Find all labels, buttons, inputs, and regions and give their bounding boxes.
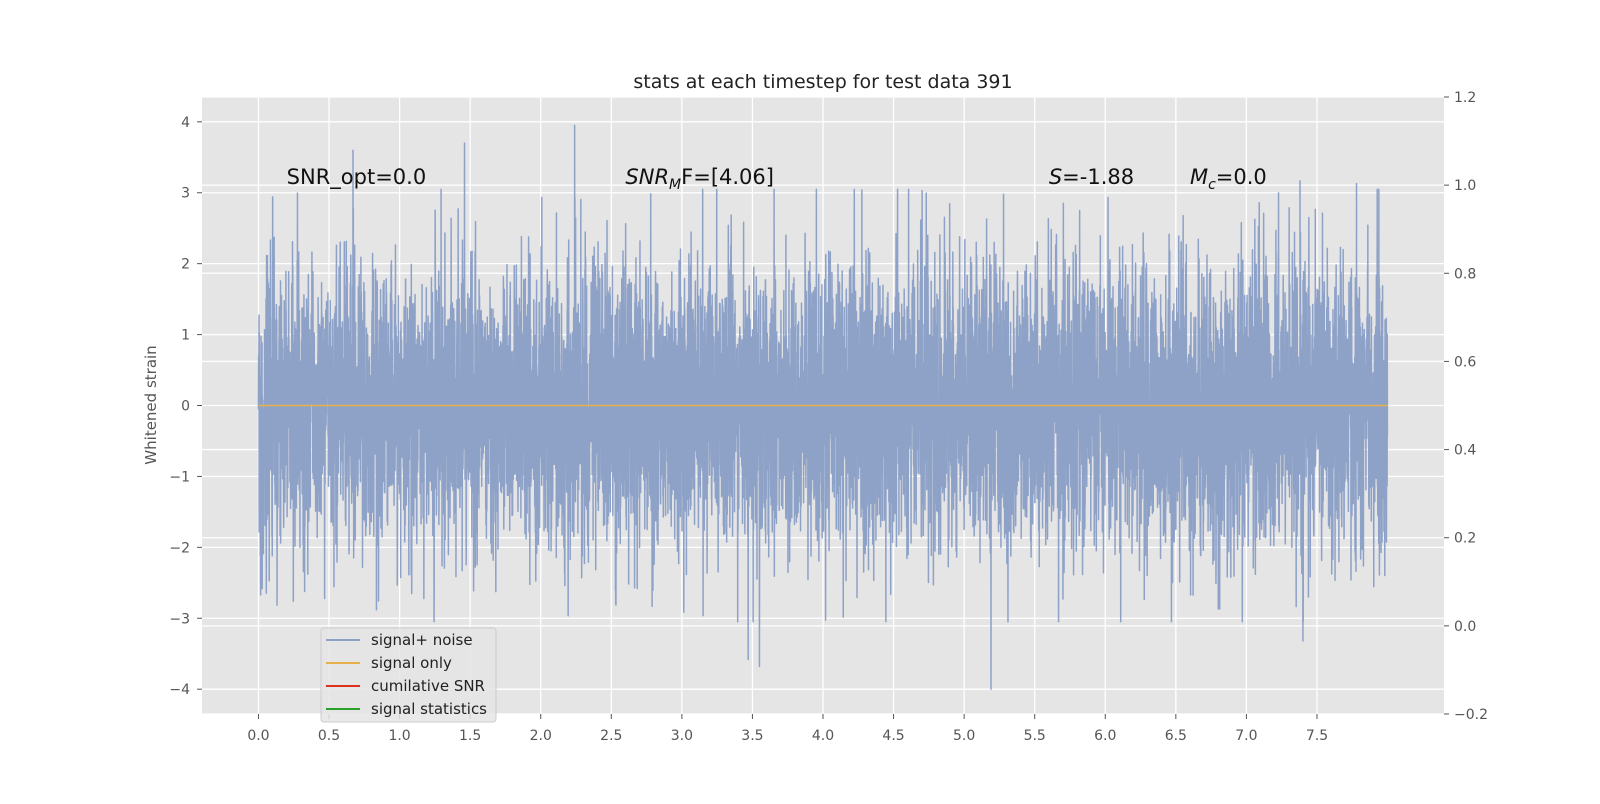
- y-tick-label: −1: [169, 469, 190, 485]
- x-tick-label: 5.5: [1024, 728, 1046, 744]
- series-signal-noise-line: [257, 124, 1389, 690]
- y-tick-label: 3: [181, 186, 190, 202]
- x-tick-label: 4.0: [812, 728, 834, 744]
- legend-label-signal-noise: signal+ noise: [371, 631, 473, 649]
- x-tick-label: 4.5: [882, 728, 904, 744]
- x-tick-label: 5.0: [953, 728, 975, 744]
- tick-layer: 0.0 0.5 1.0 1.5 2.0 2.5 3.0 3.5 4.0 4.5 5.0 5.5 6.0 6…: [169, 90, 1488, 744]
- y-right-tick-label: 0.0: [1454, 619, 1476, 635]
- y-tick-label: 1: [181, 328, 190, 344]
- x-tick-label: 1.5: [459, 728, 481, 744]
- y-tick-label: −3: [169, 611, 190, 627]
- annotation-layer: SNR_opt=0.0 SNRMF=[4.06] S=-1.88 Mc=0.0: [287, 165, 1267, 193]
- annotation-text: SNRMF=[4.06]: [625, 165, 774, 193]
- x-tick-label: 3.5: [741, 728, 763, 744]
- x-tick-label: 6.5: [1165, 728, 1187, 744]
- annotation-text: S=-1.88: [1049, 165, 1134, 189]
- chart-title: stats at each timestep for test data 391: [633, 71, 1012, 93]
- x-tick-label: 6.0: [1094, 728, 1116, 744]
- legend-label-cumulative-snr: cumilative SNR: [371, 677, 485, 695]
- y-right-tick-label: 0.6: [1454, 354, 1476, 370]
- y-axis-label: Whitened strain: [142, 345, 160, 464]
- legend-label-signal-only: signal only: [371, 654, 452, 672]
- y-tick-label: −2: [169, 540, 190, 556]
- y-right-tick-label: −0.2: [1454, 707, 1488, 723]
- y-tick-label: 4: [181, 115, 190, 131]
- y-tick-label: 2: [181, 257, 190, 273]
- x-tick-label: 2.0: [530, 728, 552, 744]
- legend-label-signal-statistics: signal statistics: [371, 700, 487, 718]
- y-tick-label: 0: [181, 399, 190, 415]
- legend-box: [320, 627, 497, 723]
- annotation-text: SNR_opt=0.0: [287, 165, 427, 190]
- y-tick-label: −4: [169, 682, 190, 698]
- x-tick-label: 7.5: [1306, 728, 1328, 744]
- y-right-tick-label: 0.2: [1454, 531, 1476, 547]
- series-layer: [257, 124, 1389, 690]
- legend: signal+ noise signal only cumilative SNR…: [320, 627, 497, 723]
- x-tick-label: 0.5: [318, 728, 340, 744]
- x-tick-label: 0.0: [247, 728, 269, 744]
- x-tick-label: 3.0: [671, 728, 693, 744]
- y-right-tick-label: 0.4: [1454, 443, 1476, 459]
- x-tick-label: 7.0: [1235, 728, 1257, 744]
- y-right-tick-label: 0.8: [1454, 266, 1476, 282]
- y-right-tick-label: 1.2: [1454, 90, 1476, 106]
- x-tick-label: 1.0: [388, 728, 410, 744]
- y-right-tick-label: 1.0: [1454, 178, 1476, 194]
- x-tick-label: 2.5: [600, 728, 622, 744]
- annotation-text: Mc=0.0: [1190, 165, 1267, 193]
